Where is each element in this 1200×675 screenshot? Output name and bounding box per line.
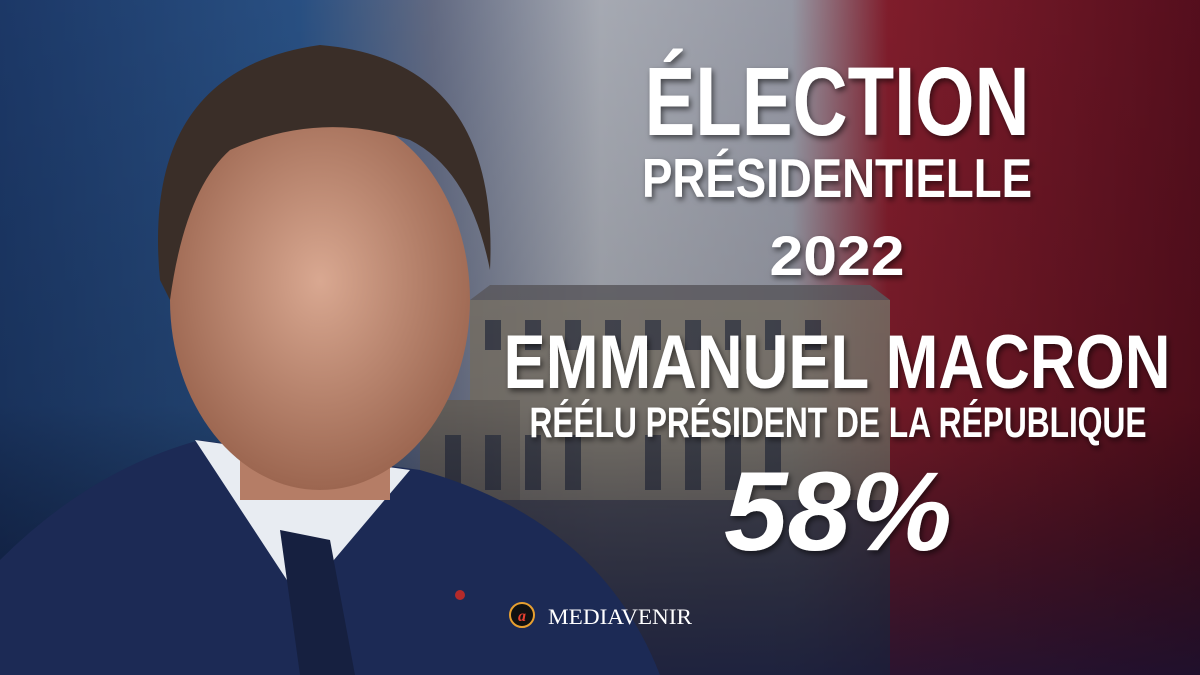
brand: MEDIAVENIR [548,604,692,629]
portrait [0,45,660,675]
role: RÉÉLU PRÉSIDENT DE LA RÉPUBLIQUE [530,399,1147,447]
brand-logo: a [509,602,535,628]
year: 2022 [770,224,905,287]
candidate-name: EMMANUEL MACRON [504,320,1171,405]
subtitle: PRÉSIDENTIELLE [642,147,1032,209]
title: ÉLECTION [645,47,1030,156]
svg-text:a: a [518,608,526,625]
result: 58% [724,449,952,574]
